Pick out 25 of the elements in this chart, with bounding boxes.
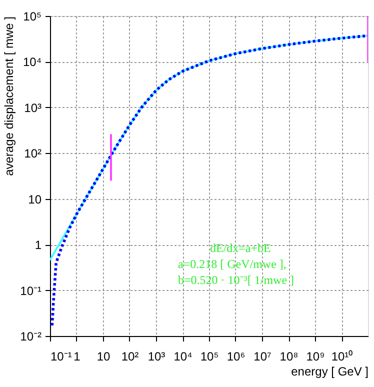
annotation: b=0.520 · 10⁻³[ 1/mwe ] [178, 273, 294, 287]
y-tick-label: 10 [28, 192, 42, 206]
y-tick-label: 1 [34, 238, 42, 252]
x-tick-label: 10⁴ [174, 350, 192, 364]
annotation: a=0.218 [ GeV/mwe ], [178, 257, 286, 271]
y-tick-label: 10⁻² [20, 330, 42, 344]
x-tick-label: 10³ [148, 350, 166, 364]
x-tick-label: 10⁵ [200, 350, 219, 364]
y-tick-label: 10⁻¹ [20, 284, 42, 298]
x-tick-label: 10⁹ [306, 350, 325, 364]
x-tick-label: 10 [96, 350, 110, 364]
x-tick-label: 1 [74, 350, 81, 364]
x-tick-label: 10⁻¹ [50, 350, 72, 364]
x-tick-label: 10⁷ [254, 350, 272, 364]
y-tick-label: 10² [24, 146, 42, 161]
x-tick-label: 10⁶ [226, 350, 246, 364]
x-tick-label: 10² [121, 350, 139, 364]
x-tick-label: 10⁸ [280, 350, 298, 364]
annotation: dE/dx=a+bE [210, 241, 271, 255]
y-tick-label: 10³ [24, 100, 42, 115]
x-axis-title: energy [ GeV ] [291, 364, 368, 378]
y-axis-title: average displacement [ mwe ] [2, 16, 16, 176]
y-tick-label: 10⁵ [23, 10, 42, 24]
y-tick-label: 10⁴ [22, 55, 42, 70]
x-tick-label: 10¹⁰ [331, 350, 353, 364]
